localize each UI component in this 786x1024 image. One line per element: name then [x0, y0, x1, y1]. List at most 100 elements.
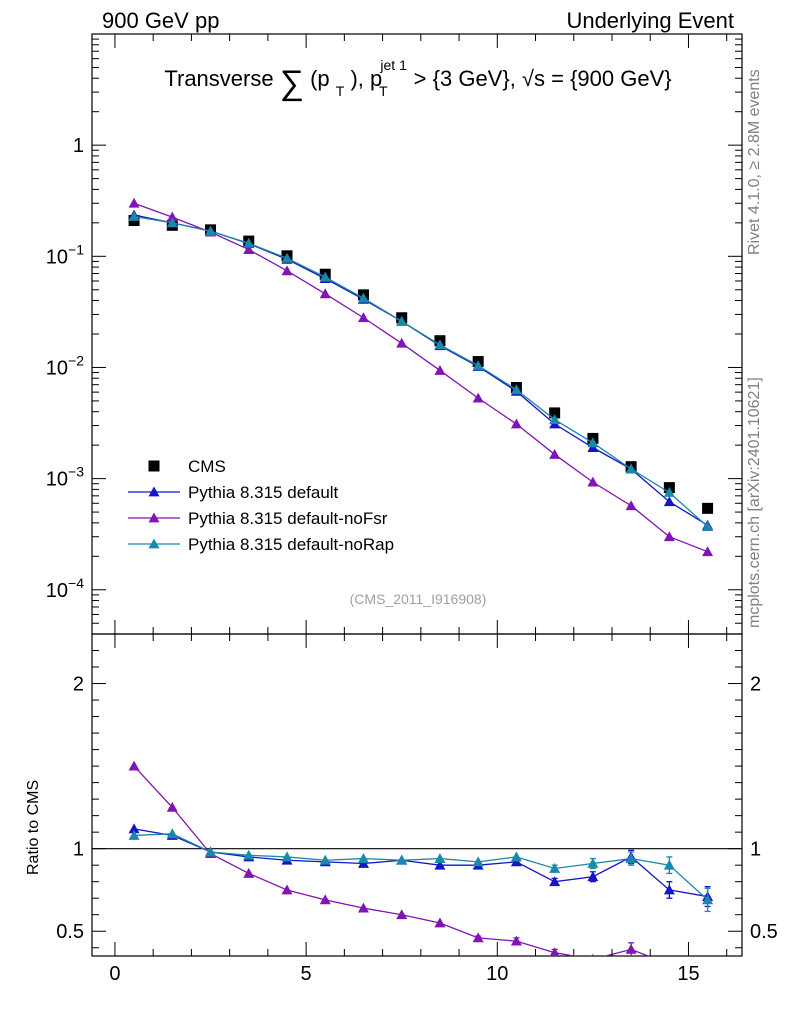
main-y-tick-label: 10−2	[46, 352, 84, 379]
legend-label: CMS	[188, 457, 226, 476]
ratio-marker-2	[472, 932, 484, 943]
series-marker-2	[472, 392, 484, 403]
legend-marker	[148, 512, 160, 523]
x-tick-label: 10	[486, 963, 508, 985]
main-y-tick-label: 10−3	[46, 464, 84, 491]
series-marker-3	[434, 339, 446, 350]
ratio-marker-2	[434, 917, 446, 928]
ratio-y-ticks: 2 2 1 1 0.5 0.5	[56, 650, 778, 949]
series-marker-2	[319, 288, 331, 299]
series-marker-2	[243, 244, 255, 254]
ratio-y-tick-label-right: 1	[750, 839, 761, 861]
series-marker-2	[587, 476, 599, 487]
cms-data-point	[549, 407, 561, 419]
ratio-marker-1	[434, 859, 446, 870]
ratio-marker-3	[281, 851, 293, 862]
series-marker-3	[128, 211, 140, 221]
main-y-ticks: 110−110−210−310−4	[46, 38, 742, 635]
ratio-line-2	[133, 765, 650, 956]
main-y-tick-label: 10−4	[46, 575, 84, 602]
series-marker-2	[396, 337, 408, 348]
analysis-watermark: (CMS_2011_I916908)	[350, 591, 487, 607]
ratio-marker-3	[243, 849, 255, 860]
series-marker-3	[587, 437, 599, 448]
chart-title: Transverse ∑ (p T ), p jet 1 T > {3 GeV}…	[164, 50, 671, 102]
ratio-marker-2	[319, 894, 331, 905]
ratio-marker-2	[128, 760, 140, 771]
series-marker-2	[549, 448, 561, 459]
main-panel: Transverse ∑ (p T ), p jet 1 T > {3 GeV}…	[46, 33, 743, 635]
legend-symbol-cms	[148, 460, 160, 472]
series-line-3	[133, 215, 709, 528]
main-series	[128, 197, 714, 557]
ratio-marker-3	[434, 853, 446, 863]
series-marker-3	[281, 252, 293, 263]
ratio-marker-2	[591, 953, 595, 956]
series-marker-3	[243, 237, 255, 248]
ratio-marker-3	[625, 853, 637, 863]
legend-label: Pythia 8.315 default	[188, 483, 339, 502]
title-cut-sub: T	[379, 83, 388, 99]
main-y-tick-base: 10	[46, 580, 68, 602]
legend-marker	[148, 538, 160, 549]
title-cut-sup: jet 1	[379, 57, 407, 73]
ratio-marker-2	[549, 947, 560, 956]
ratio-marker-1	[587, 871, 599, 882]
ratio-marker-1	[510, 856, 522, 867]
header-right: Underlying Event	[566, 8, 734, 33]
title-quantity-close: ), p	[350, 66, 382, 91]
main-y-tick-label: 1	[73, 135, 84, 157]
ratio-marker-2	[625, 943, 637, 954]
series-marker-3	[166, 217, 178, 228]
main-y-tick-exp: −1	[68, 241, 84, 257]
ratio-marker-1	[663, 884, 675, 895]
ratio-marker-3	[357, 853, 369, 863]
ratio-y-tick-label-left: 1	[73, 839, 84, 861]
series-marker-2	[128, 197, 140, 208]
x-ticks: 0 5 10 15	[109, 34, 728, 985]
ratio-line-3	[134, 833, 709, 901]
series-line-2	[133, 202, 708, 553]
title-prefix: Transverse	[164, 66, 273, 91]
title-cut-text: > {3 GeV}, √s = {900 GeV}	[414, 66, 672, 91]
main-y-tick-exp: −4	[68, 575, 84, 591]
series-marker-3	[472, 360, 484, 370]
series-marker-2	[281, 265, 293, 276]
x-tick-label: 15	[677, 963, 699, 985]
ratio-marker-2	[281, 884, 293, 895]
series-marker-2	[625, 500, 637, 511]
ratio-marker-2	[396, 909, 408, 920]
ratio-series	[128, 760, 714, 969]
series-marker-3	[319, 271, 331, 282]
main-y-tick-base: 1	[73, 135, 84, 157]
ratio-marker-2	[702, 959, 713, 969]
series-marker-2	[510, 418, 522, 429]
ratio-panel: 2 2 1 1 0.5 0.5 Ratio to CMS	[25, 633, 778, 969]
ratio-y-tick-label-right: 2	[750, 674, 761, 696]
ratio-y-tick-label-left: 2	[73, 674, 84, 696]
ratio-marker-3	[128, 829, 140, 840]
ratio-marker-3	[205, 846, 217, 857]
series-marker-2	[434, 364, 446, 375]
ratio-marker-1	[357, 858, 369, 868]
title-sum-symbol: ∑	[280, 64, 304, 102]
ratio-marker-3	[663, 859, 675, 870]
ratio-marker-2	[166, 801, 178, 812]
ratio-marker-3	[166, 828, 178, 839]
cms-data-point	[702, 502, 714, 514]
series-marker-2	[702, 546, 714, 557]
series-marker-2	[663, 531, 675, 542]
main-y-tick-base: 10	[46, 357, 68, 379]
ratio-y-tick-label-right: 0.5	[750, 921, 778, 943]
series-marker-1	[663, 496, 675, 507]
ratio-marker-3	[510, 851, 522, 862]
ratio-line-1	[133, 828, 708, 898]
series-marker-3	[625, 463, 637, 474]
title-quantity: (p	[310, 66, 330, 91]
series-marker-3	[663, 487, 675, 497]
ratio-y-tick-label-left: 0.5	[56, 921, 84, 943]
series-marker-3	[205, 225, 217, 236]
legend-marker	[148, 486, 160, 497]
legend: CMS Pythia 8.315 default Pythia 8.315 defa…	[128, 457, 394, 554]
ratio-marker-3	[702, 894, 714, 905]
